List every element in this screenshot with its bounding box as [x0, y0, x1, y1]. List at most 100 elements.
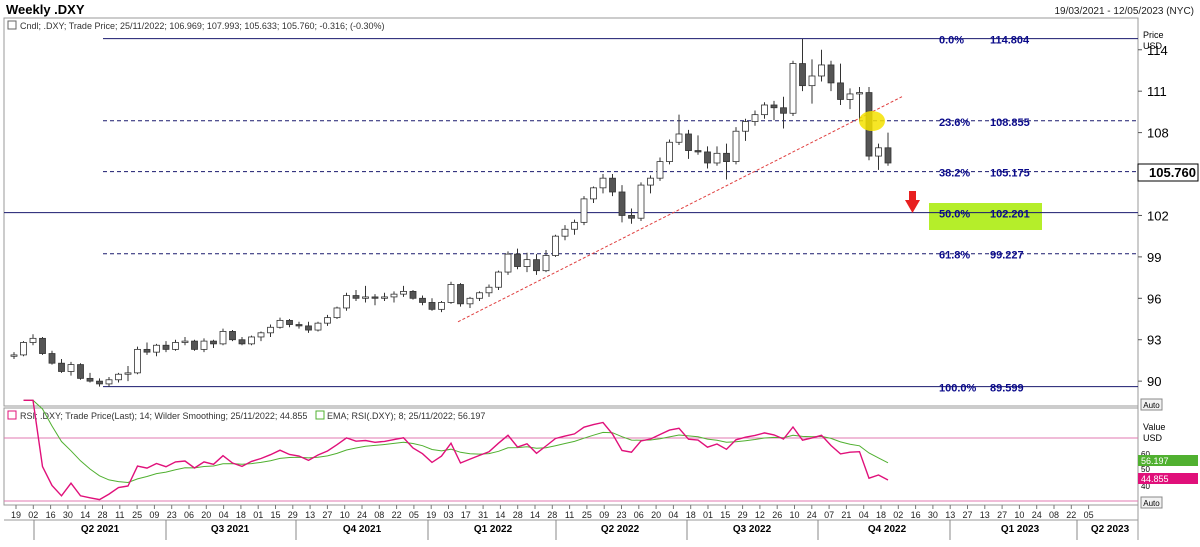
candle — [257, 331, 265, 342]
x-week-label: 01 — [253, 510, 263, 520]
x-week-label: 14 — [495, 510, 505, 520]
fib-level-label: 100.0% — [939, 383, 977, 395]
candle — [884, 132, 892, 166]
candle — [466, 296, 474, 308]
candle — [162, 341, 170, 353]
x-week-label: 24 — [357, 510, 367, 520]
ema-value-tag: 56.197 — [1138, 455, 1198, 466]
chart-title: Weekly .DXY — [6, 2, 85, 17]
candle — [742, 118, 749, 141]
x-week-label: 04 — [859, 510, 869, 520]
x-week-label: 28 — [547, 510, 557, 520]
fib-value-label: 105.175 — [990, 168, 1030, 180]
fib-level-label: 23.6% — [939, 117, 970, 129]
price-tick-label: 108 — [1147, 126, 1169, 141]
x-week-label: 15 — [270, 510, 280, 520]
candle — [552, 234, 559, 257]
candle — [818, 49, 825, 82]
date-range: 19/03/2021 - 12/05/2023 (NYC) — [1054, 6, 1194, 17]
candle — [39, 336, 46, 355]
candle — [561, 225, 569, 241]
candle — [827, 60, 835, 92]
x-week-label: 27 — [962, 510, 972, 520]
price-tick-label: 90 — [1147, 374, 1161, 389]
price-tick-label: 96 — [1147, 291, 1161, 306]
x-week-label: 29 — [738, 510, 748, 520]
x-week-label: 29 — [288, 510, 298, 520]
candle — [333, 306, 341, 320]
candle — [305, 321, 312, 333]
fib-level-label: 0.0% — [939, 35, 964, 47]
x-week-label: 18 — [686, 510, 696, 520]
rsi-tick-40: 40 — [1141, 482, 1150, 491]
candle — [381, 292, 388, 302]
candle — [124, 365, 132, 382]
last-price-value: 105.760 — [1149, 165, 1196, 180]
x-week-label: 11 — [115, 510, 124, 520]
x-week-label: 31 — [478, 510, 488, 520]
x-week-label: 14 — [80, 510, 90, 520]
rsi-info-row: RSI; .DXY; Trade Price(Last); 14; Wilder… — [7, 410, 485, 421]
candle — [846, 88, 854, 110]
x-week-label: 02 — [893, 510, 903, 520]
x-week-label: 22 — [392, 510, 402, 520]
x-week-label: 08 — [1049, 510, 1059, 520]
x-week-label: 20 — [651, 510, 661, 520]
candle — [295, 321, 303, 329]
fib-level-label: 38.2% — [939, 168, 970, 180]
rsi-auto-button[interactable]: Auto — [1140, 496, 1163, 509]
candle — [637, 182, 645, 221]
ema-value: 56.197 — [1141, 456, 1169, 466]
x-week-label: 24 — [807, 510, 817, 520]
candle — [238, 336, 246, 346]
candle — [343, 292, 350, 311]
last-price-tag: 105.760 — [1137, 163, 1199, 182]
candle — [419, 295, 426, 306]
x-week-label: 14 — [530, 510, 540, 520]
x-week-label: 08 — [374, 510, 384, 520]
price-tick-label: 102 — [1147, 208, 1169, 223]
candle — [447, 281, 455, 304]
x-week-label: 20 — [201, 510, 211, 520]
candle — [248, 335, 255, 346]
price-auto-label: Auto — [1143, 401, 1160, 410]
x-week-label: 07 — [824, 510, 834, 520]
candle — [656, 157, 664, 181]
x-quarter-label: Q2 2022 — [601, 524, 640, 535]
candlesticks — [10, 38, 892, 387]
x-quarter-label: Q1 2022 — [474, 524, 513, 535]
candle — [352, 290, 360, 302]
x-week-label: 22 — [1066, 510, 1076, 520]
candle — [58, 359, 65, 373]
fib-value-label: 114.804 — [990, 35, 1030, 47]
candle — [533, 254, 540, 275]
candle — [428, 298, 436, 311]
candle — [210, 339, 217, 349]
candle — [153, 343, 160, 357]
candle — [324, 314, 331, 326]
candle — [542, 249, 550, 273]
x-week-label: 12 — [755, 510, 765, 520]
x-week-label: 11 — [565, 510, 574, 520]
x-week-label: 30 — [928, 510, 938, 520]
x-axis: 19 02 16 30 14 28 11 25 09 23 06 20 04 18 01 15 29 13 27 10… — [11, 505, 1130, 540]
x-week-label: 09 — [149, 510, 159, 520]
candle — [770, 100, 778, 121]
candle — [48, 350, 56, 365]
price-auto-button[interactable]: Auto — [1140, 398, 1163, 411]
candle — [685, 129, 692, 159]
x-week-label: 25 — [582, 510, 592, 520]
x-week-label: 18 — [236, 510, 246, 520]
target-highlight-box — [929, 203, 1042, 230]
x-week-label: 27 — [997, 510, 1007, 520]
candle — [789, 60, 797, 117]
candle — [438, 301, 445, 313]
x-week-label: 23 — [167, 510, 177, 520]
candle — [371, 294, 379, 306]
x-week-label: 21 — [841, 510, 851, 520]
price-tick-label: 114 — [1147, 43, 1168, 58]
candle — [20, 341, 27, 357]
x-week-label: 13 — [305, 510, 315, 520]
candle — [143, 342, 151, 355]
candle — [219, 328, 227, 346]
